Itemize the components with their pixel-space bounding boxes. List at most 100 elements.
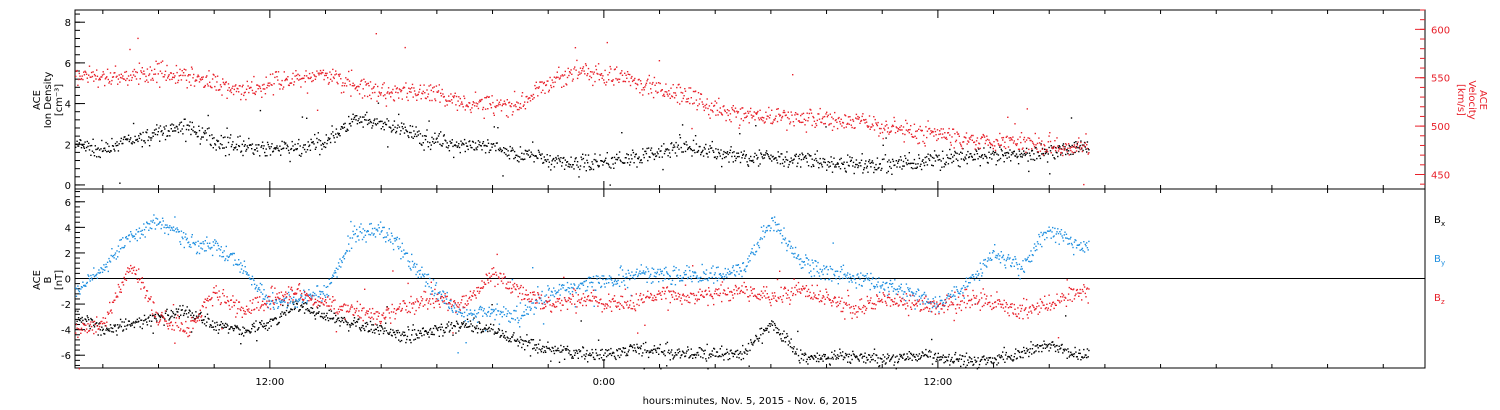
data-point-velocity — [642, 87, 645, 89]
data-point-velocity — [805, 119, 807, 122]
data-point-bx — [269, 320, 271, 322]
data-point-ion-density — [713, 151, 715, 153]
data-point-bx — [254, 330, 256, 333]
data-point-velocity — [573, 68, 575, 70]
data-point-velocity — [1043, 143, 1045, 146]
data-point-by — [367, 230, 369, 232]
data-point-velocity — [834, 119, 837, 122]
data-point-ion-density — [889, 165, 891, 168]
data-point-velocity — [200, 79, 202, 81]
data-point-bx — [125, 328, 128, 330]
data-point-velocity — [721, 114, 724, 116]
data-point-by — [547, 285, 549, 287]
data-point-by — [308, 294, 311, 296]
data-point-by — [153, 222, 156, 224]
data-point-velocity — [446, 104, 448, 106]
data-point-by — [545, 294, 548, 296]
data-point-by — [101, 267, 103, 270]
data-point-velocity — [925, 126, 927, 128]
data-point-velocity — [615, 77, 617, 80]
data-point-ion-density — [249, 144, 251, 146]
data-point-velocity — [582, 66, 585, 68]
data-point-by — [445, 298, 448, 300]
data-point-ion-density — [824, 161, 826, 164]
data-point-by — [387, 239, 390, 242]
bottom-panel-points — [75, 214, 1090, 370]
data-point-bx — [648, 351, 650, 354]
data-point-bx — [394, 333, 396, 336]
data-point-ion-density — [593, 158, 595, 161]
data-point-ion-density — [432, 141, 434, 143]
data-point-bx — [311, 311, 313, 314]
data-point-bx — [845, 354, 847, 357]
data-point-bx — [386, 306, 388, 308]
data-point-velocity — [364, 95, 366, 97]
data-point-bx — [497, 331, 499, 333]
data-point-ion-density — [358, 118, 360, 120]
data-point-ion-density — [511, 149, 513, 152]
data-point-by — [451, 309, 453, 312]
data-point-ion-density — [280, 148, 283, 150]
data-point-ion-density — [108, 145, 110, 148]
data-point-velocity — [146, 68, 149, 70]
data-point-by — [382, 237, 385, 239]
data-point-bx — [857, 358, 860, 361]
data-point-bx — [1057, 351, 1060, 353]
data-point-velocity — [1083, 183, 1085, 186]
data-point-bx — [513, 332, 515, 334]
data-point-ion-density — [415, 126, 417, 128]
data-point-ion-density — [653, 158, 656, 161]
data-point-velocity — [621, 70, 623, 72]
data-point-ion-density — [907, 162, 910, 165]
data-point-bx — [1025, 347, 1028, 350]
data-point-velocity — [263, 83, 265, 86]
data-point-velocity — [902, 133, 904, 135]
data-point-ion-density — [924, 156, 926, 159]
data-point-bx — [435, 327, 438, 329]
data-point-velocity — [547, 80, 549, 82]
data-point-ion-density — [752, 161, 755, 164]
data-point-bx — [673, 355, 676, 357]
data-point-by — [438, 292, 440, 294]
data-point-ion-density — [726, 151, 729, 153]
data-point-bx — [116, 334, 118, 336]
data-point-velocity — [220, 86, 222, 88]
data-point-velocity — [91, 75, 94, 78]
data-point-by — [154, 228, 157, 230]
data-point-ion-density — [928, 158, 930, 160]
data-point-ion-density — [788, 163, 790, 166]
data-point-bx — [266, 329, 269, 331]
data-point-ion-density — [815, 157, 817, 160]
data-point-velocity — [295, 74, 298, 77]
data-point-ion-density — [395, 130, 398, 133]
data-point-by — [514, 319, 516, 321]
data-point-bx — [443, 331, 445, 334]
data-point-velocity — [207, 85, 209, 87]
data-point-ion-density — [287, 145, 289, 148]
data-point-velocity — [537, 95, 539, 97]
data-point-ion-density — [539, 153, 541, 155]
data-point-ion-density — [1053, 157, 1055, 159]
data-point-velocity — [731, 108, 734, 111]
data-point-ion-density — [802, 158, 805, 160]
data-point-velocity — [275, 71, 277, 73]
data-point-by — [262, 298, 264, 300]
data-point-velocity — [603, 82, 606, 84]
data-point-velocity — [1044, 150, 1047, 153]
data-point-ion-density — [1057, 147, 1060, 149]
data-point-velocity — [905, 129, 908, 131]
data-point-velocity — [954, 133, 956, 135]
data-point-bx — [611, 352, 614, 354]
data-point-ion-density — [762, 157, 764, 160]
data-point-velocity — [926, 130, 929, 132]
data-point-bx — [657, 347, 659, 349]
data-point-ion-density — [308, 145, 310, 148]
data-point-velocity — [820, 121, 822, 123]
data-point-bx — [413, 329, 416, 331]
data-point-bx — [543, 346, 545, 348]
data-point-by — [379, 221, 382, 223]
data-point-velocity — [188, 74, 190, 76]
data-point-ion-density — [741, 157, 743, 159]
data-point-bx — [934, 352, 937, 355]
data-point-by — [240, 268, 243, 270]
